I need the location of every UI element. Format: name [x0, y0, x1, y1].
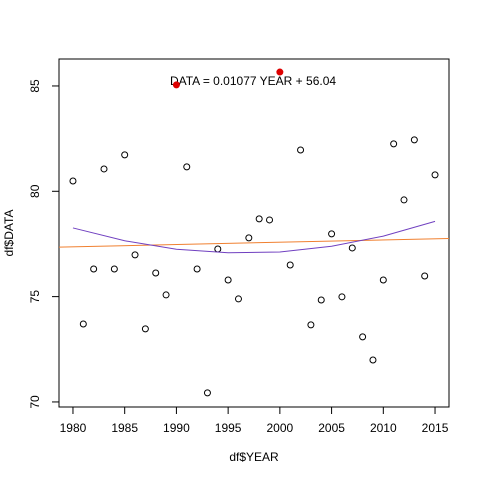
point [390, 140, 398, 148]
x-tick-label: 2010 [370, 421, 397, 435]
x-tick-label: 1985 [111, 421, 138, 435]
point [379, 276, 387, 284]
annotation: DATA = 0.01077 YEAR + 56.04 [170, 74, 336, 88]
point [152, 269, 160, 277]
y-axis-label: df$DATA [2, 210, 16, 257]
x-tick-label: 1995 [215, 421, 242, 435]
point [234, 295, 242, 303]
point [162, 291, 170, 299]
y-tick-label: 75 [28, 290, 42, 304]
point [131, 251, 139, 259]
point [297, 146, 305, 154]
point [110, 265, 118, 273]
y-tick-label: 85 [28, 79, 42, 93]
point [286, 261, 294, 269]
point [400, 196, 408, 204]
x-axis-label: df$YEAR [229, 450, 279, 464]
point [266, 216, 274, 224]
point [69, 177, 77, 185]
point [359, 333, 367, 341]
point [307, 321, 315, 329]
point [245, 234, 253, 242]
point [100, 165, 108, 173]
point [421, 272, 429, 280]
fit-line [59, 237, 449, 248]
point [193, 265, 201, 273]
y-tick-label: 80 [28, 184, 42, 198]
point [183, 163, 191, 171]
point [410, 136, 418, 144]
x-tick-label: 2005 [318, 421, 345, 435]
point [328, 230, 336, 238]
y-tick-label: 70 [28, 395, 42, 409]
x-tick-label: 2000 [267, 421, 294, 435]
point [121, 151, 129, 159]
point [79, 320, 87, 328]
plot-frame [58, 58, 450, 408]
point [276, 68, 284, 76]
x-tick-label: 1990 [163, 421, 190, 435]
point [431, 171, 439, 179]
point [90, 265, 98, 273]
x-tick-label: 2015 [422, 421, 449, 435]
point [255, 215, 263, 223]
fit-line [72, 220, 436, 254]
point [338, 293, 346, 301]
point [369, 356, 377, 364]
x-tick-label: 1980 [60, 421, 87, 435]
point [141, 325, 149, 333]
point [348, 244, 356, 252]
point [203, 389, 211, 397]
point [317, 296, 325, 304]
point [224, 276, 232, 284]
point [172, 81, 180, 89]
